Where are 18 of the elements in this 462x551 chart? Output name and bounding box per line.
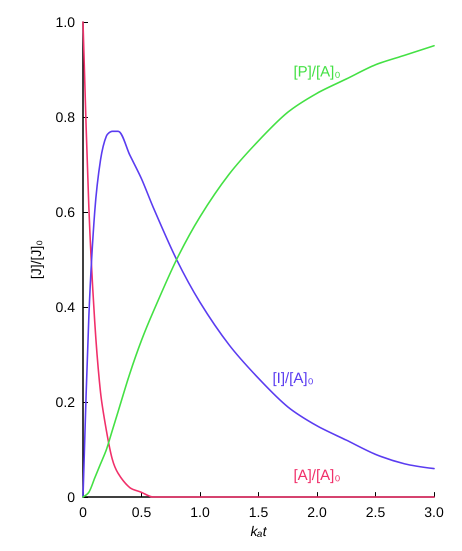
x-axis-title: kₐt bbox=[250, 523, 268, 539]
y-tick-label: 0.6 bbox=[56, 204, 76, 220]
x-tick-label: 1.5 bbox=[248, 504, 268, 520]
x-tick-label: 2.0 bbox=[307, 504, 327, 520]
x-tick-label: 0.5 bbox=[132, 504, 152, 520]
y-tick-label: 0.2 bbox=[56, 394, 76, 410]
y-axis-title: [J]/[J]₀ bbox=[28, 240, 44, 280]
y-tick-label: 0.8 bbox=[56, 109, 76, 126]
series-label: [I]/[A]₀ bbox=[272, 370, 314, 387]
series-label: [A]/[A]₀ bbox=[293, 467, 341, 484]
y-tick-label: 0 bbox=[67, 489, 76, 506]
y-tick-label: 0.4 bbox=[56, 299, 76, 316]
x-tick-label: 0 bbox=[79, 504, 88, 520]
x-tick-label: 1.0 bbox=[190, 504, 210, 520]
y-tick-label: 1.0 bbox=[56, 14, 76, 30]
x-tick-label: 3.0 bbox=[424, 504, 444, 520]
series-label: [P]/[A]₀ bbox=[293, 63, 341, 80]
x-tick-label: 2.5 bbox=[366, 504, 386, 520]
